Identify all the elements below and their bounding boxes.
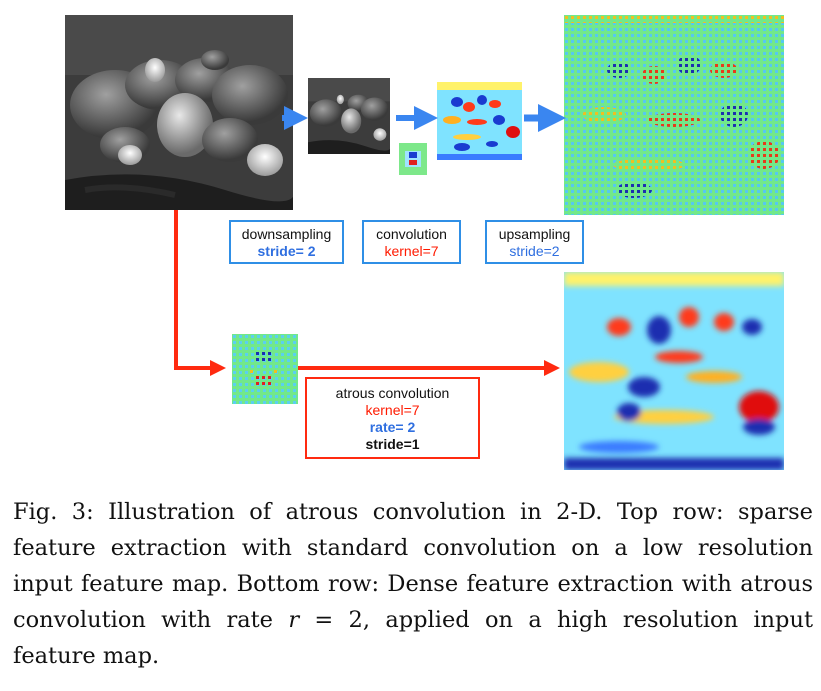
- upsampling-stride: stride=2: [509, 243, 560, 259]
- upsampling-box: upsampling stride=2: [485, 220, 584, 264]
- downsampling-label: downsampling: [241, 226, 332, 242]
- feature-map-dense: [564, 272, 784, 470]
- figure-caption: Fig. 3: Illustration of atrous convoluti…: [13, 494, 813, 674]
- atrous-kernel: kernel=7: [365, 402, 420, 418]
- atrous-label: atrous convolution: [335, 385, 450, 401]
- atrous-rate: rate= 2: [369, 419, 416, 435]
- upsampling-label: upsampling: [498, 226, 571, 242]
- kernel-dilated: [232, 334, 298, 404]
- kernel-small: [399, 143, 427, 175]
- caption-prefix: Fig. 3: Illustration of atrous convoluti…: [13, 499, 813, 633]
- input-image-peppers: [65, 15, 293, 210]
- downsampling-box: downsampling stride= 2: [229, 220, 344, 264]
- feature-map-low-res: [437, 82, 522, 160]
- feature-map-upsampled-sparse: [564, 15, 784, 215]
- convolution-label: convolution: [376, 226, 447, 242]
- caption-suffix: = 2, applied on a high resolution input …: [13, 607, 813, 669]
- arrow-branch-to-kernel: [174, 210, 226, 376]
- downsampled-image: [308, 78, 390, 154]
- convolution-box: convolution kernel=7: [362, 220, 461, 264]
- convolution-kernel: kernel=7: [384, 243, 439, 259]
- downsampling-stride: stride= 2: [257, 243, 316, 259]
- caption-var: r: [288, 607, 300, 633]
- atrous-convolution-box: atrous convolution kernel=7 rate= 2 stri…: [305, 377, 480, 459]
- atrous-stride: stride=1: [365, 436, 420, 452]
